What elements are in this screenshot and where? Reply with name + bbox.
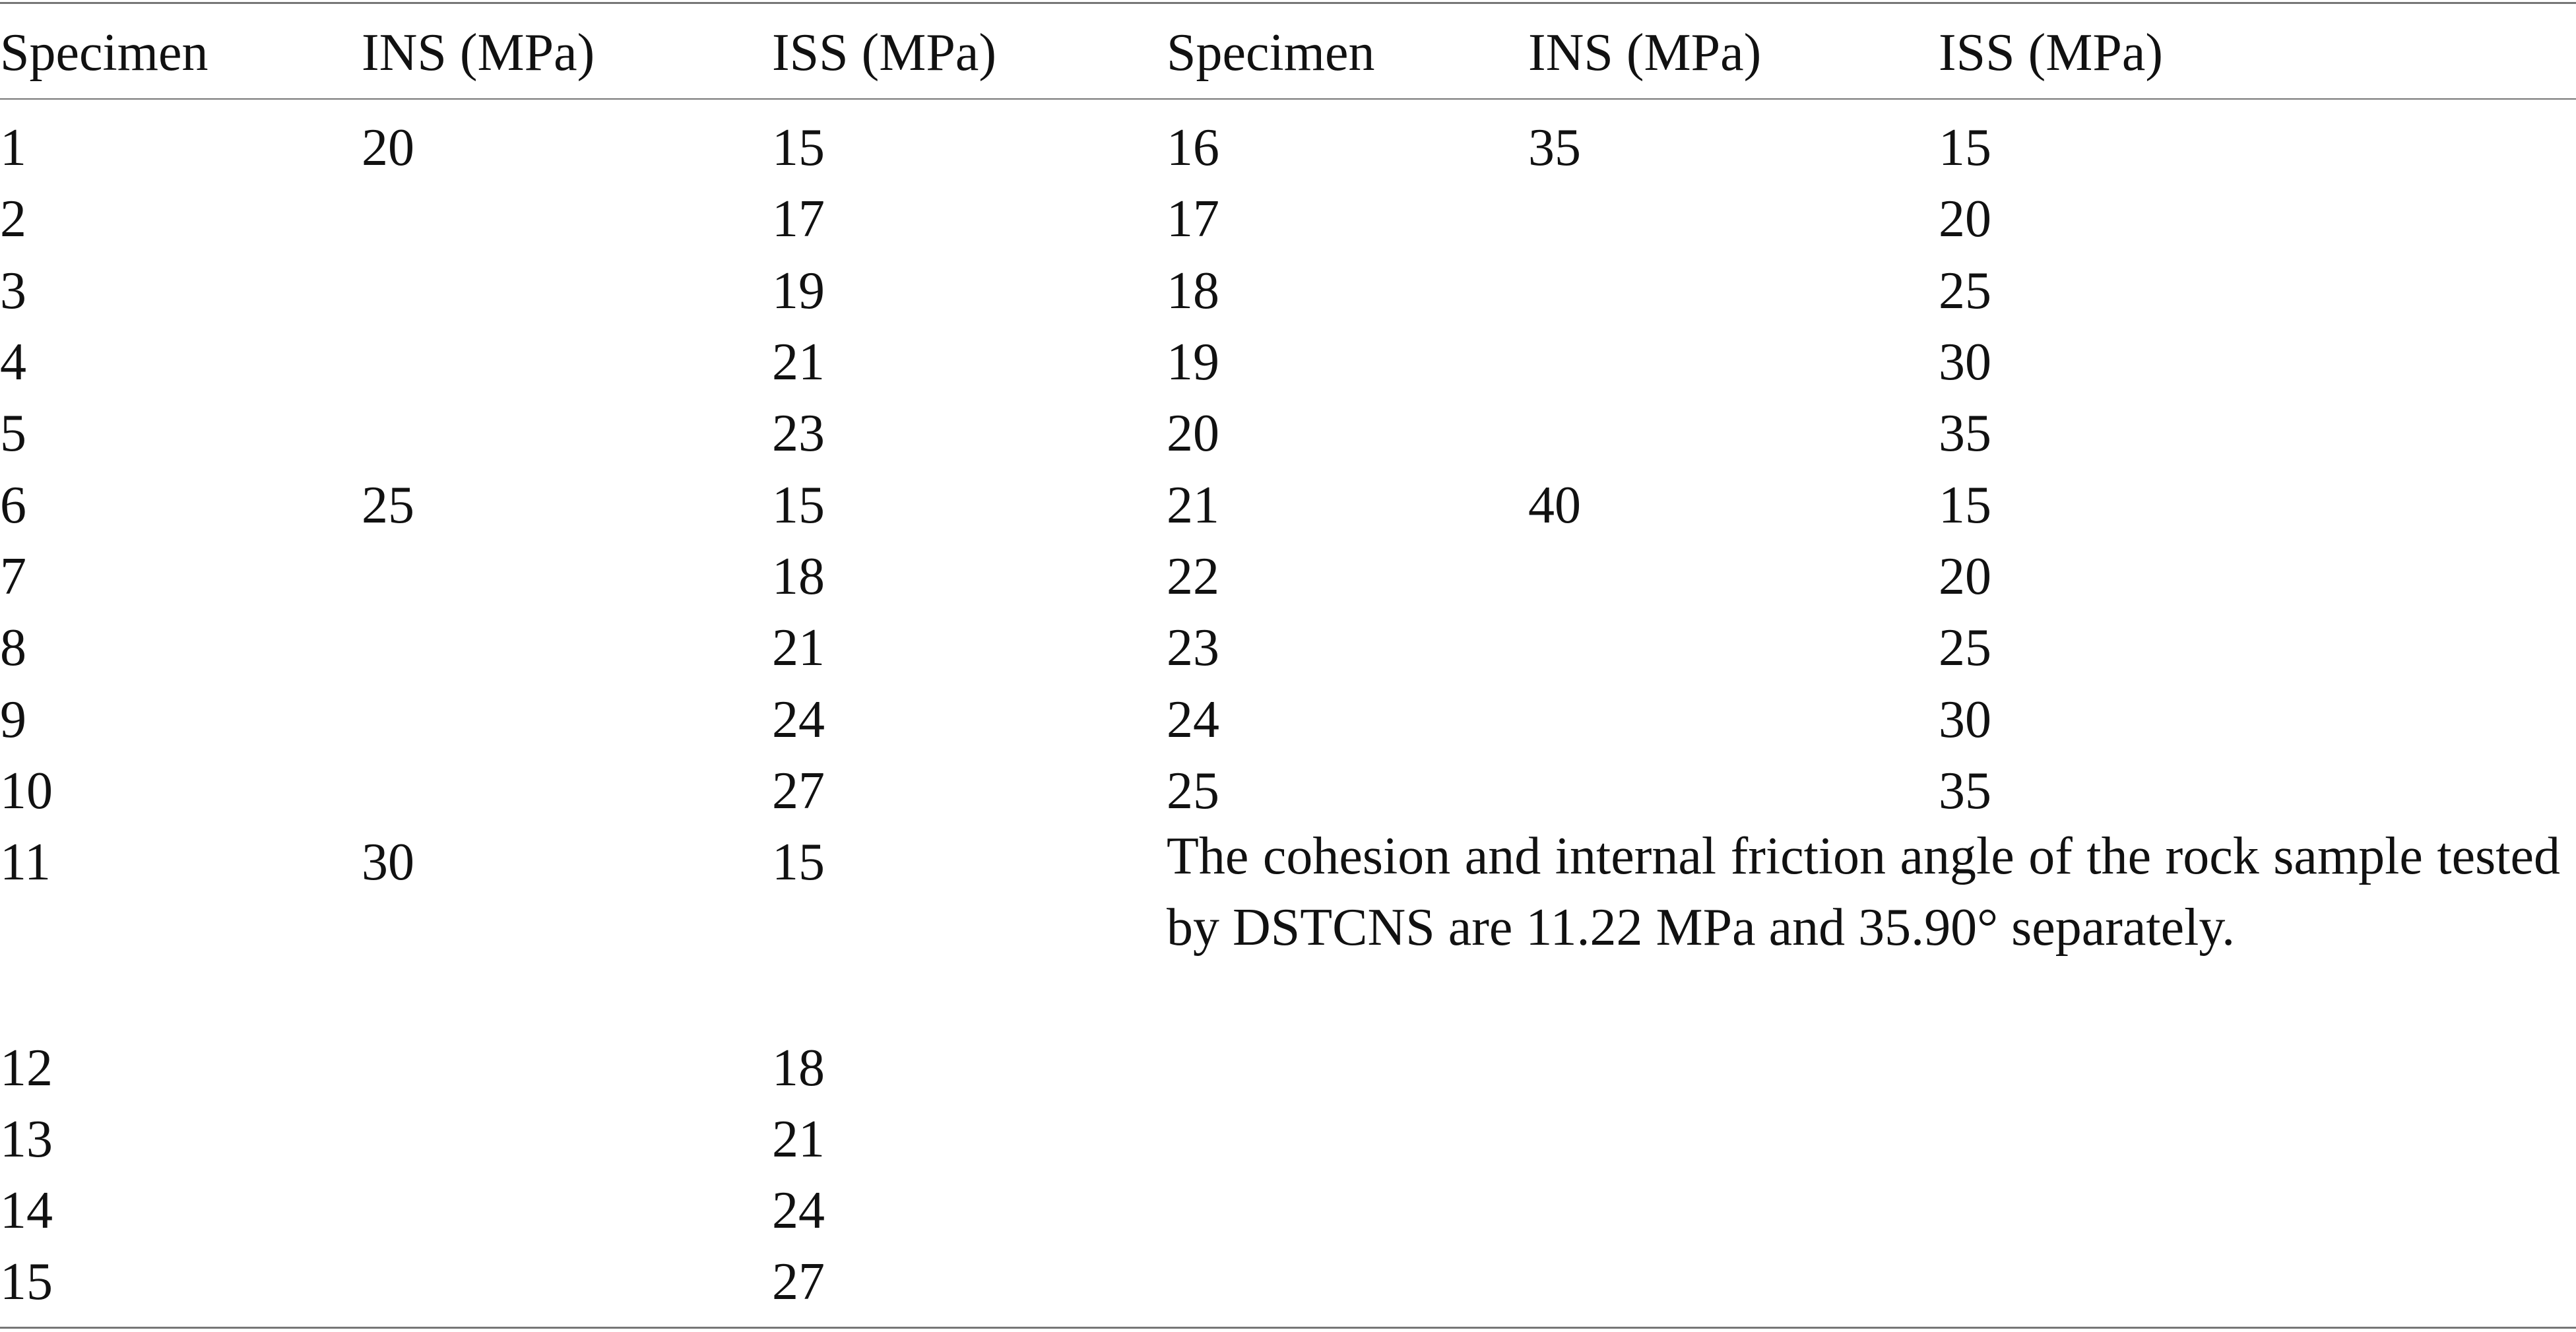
cell-ins: 35 [1528,119,1581,177]
cell-specimen: 19 [1167,333,1219,392]
cell-iss: 25 [1939,619,1991,678]
cell-iss: 15 [772,119,825,177]
cell-specimen: 21 [1167,476,1219,534]
cell-specimen: 9 [0,690,26,749]
bottom-rule [0,1327,2576,1329]
cell-specimen: 23 [1167,619,1219,678]
cell-specimen: 1 [0,119,26,177]
cell-iss: 24 [772,690,825,749]
cell-iss: 15 [772,476,825,534]
cell-ins: 25 [362,476,414,534]
cell-iss: 30 [1939,333,1991,392]
cell-specimen: 15 [0,1253,53,1312]
cell-specimen: 3 [0,261,26,320]
cell-iss: 27 [772,1253,825,1312]
cell-specimen: 11 [0,833,51,892]
top-rule [0,2,2576,4]
cell-specimen: 14 [0,1182,53,1240]
cell-iss: 35 [1939,404,1991,463]
cell-iss: 23 [772,404,825,463]
cell-iss: 27 [772,761,825,820]
cell-specimen: 22 [1167,547,1219,606]
cell-specimen: 5 [0,404,26,463]
cell-iss: 21 [772,333,825,392]
cell-iss: 21 [772,619,825,678]
cell-ins: 40 [1528,476,1581,534]
cell-iss: 18 [772,547,825,606]
cell-ins: 30 [362,833,414,892]
cell-specimen: 2 [0,190,26,249]
cell-specimen: 17 [1167,190,1219,249]
cell-ins: 20 [362,119,414,177]
header-cell: ISS (MPa) [772,23,997,82]
cell-specimen: 8 [0,619,26,678]
cell-specimen: 6 [0,476,26,534]
cell-iss: 18 [772,1038,825,1097]
cell-specimen: 12 [0,1038,53,1097]
cell-specimen: 25 [1167,761,1219,820]
cell-specimen: 13 [0,1110,53,1168]
cell-iss: 17 [772,190,825,249]
cell-specimen: 20 [1167,404,1219,463]
header-cell: INS (MPa) [1528,23,1762,82]
cell-iss: 15 [1939,119,1991,177]
header-cell: Specimen [1167,23,1375,82]
cell-iss: 35 [1939,761,1991,820]
cell-specimen: 10 [0,761,53,820]
cell-specimen: 4 [0,333,26,392]
cell-iss: 30 [1939,690,1991,749]
header-cell: ISS (MPa) [1939,23,2164,82]
cell-specimen: 24 [1167,690,1219,749]
cell-iss: 21 [772,1110,825,1168]
cell-specimen: 7 [0,547,26,606]
cell-iss: 24 [772,1182,825,1240]
header-cell: INS (MPa) [362,23,595,82]
note: The cohesion and internal friction angle… [1167,827,2560,957]
cell-iss: 20 [1939,547,1991,606]
cell-iss: 19 [772,261,825,320]
cell-iss: 20 [1939,190,1991,249]
cell-specimen: 18 [1167,261,1219,320]
cell-iss: 15 [1939,476,1991,534]
cell-iss: 25 [1939,261,1991,320]
cell-iss: 15 [772,833,825,892]
cell-specimen: 16 [1167,119,1219,177]
header-cell: Specimen [0,23,209,82]
header-rule [0,98,2576,100]
